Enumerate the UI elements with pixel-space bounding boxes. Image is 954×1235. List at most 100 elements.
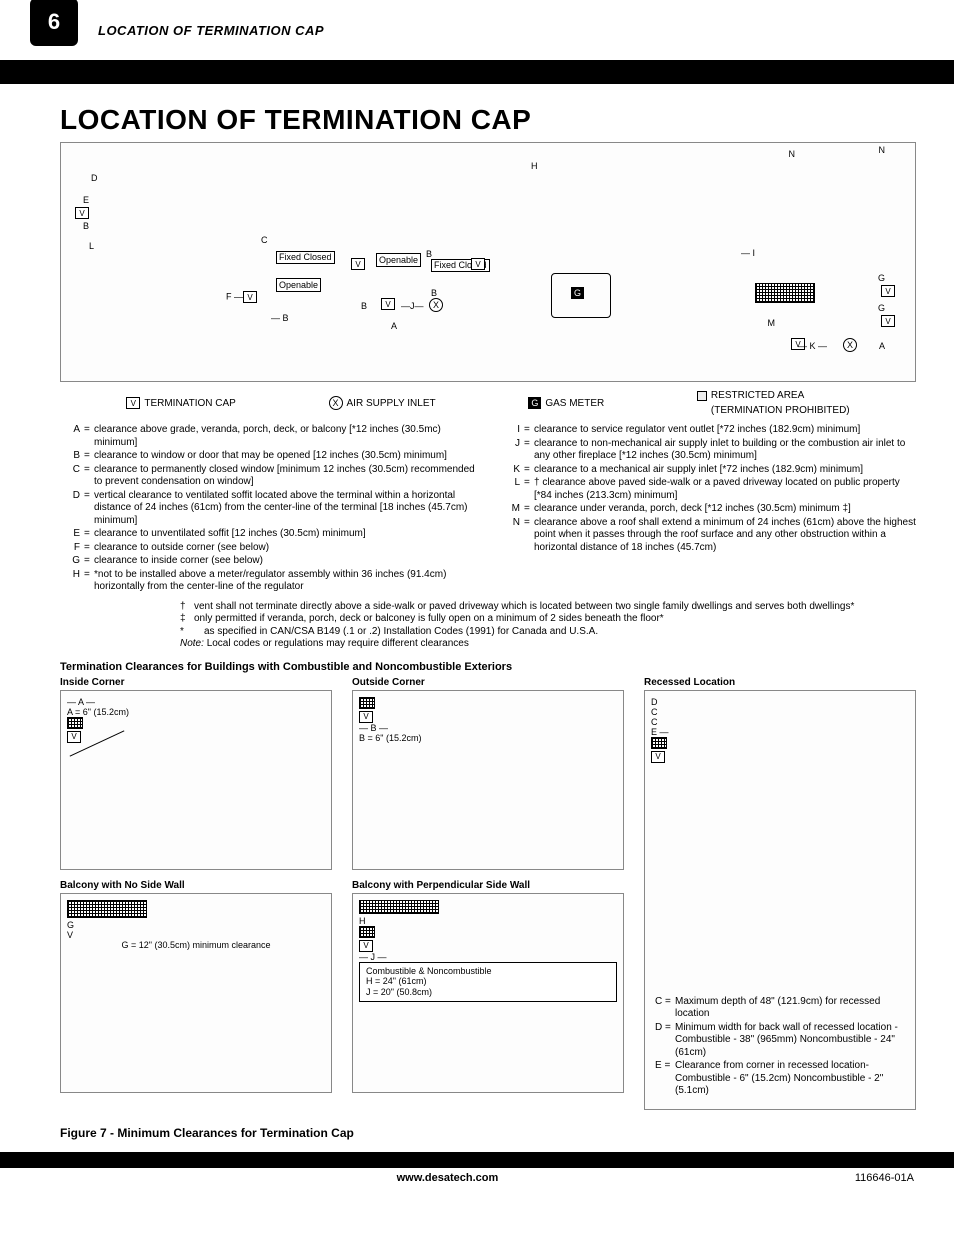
- recessed-notes: C =Maximum depth of 48" (121.9cm) for re…: [655, 996, 905, 1099]
- recessed-d: D: [651, 697, 909, 707]
- vcap-5: V: [881, 285, 895, 297]
- inside-a: — A —: [67, 697, 325, 707]
- outside-v: V: [359, 711, 617, 723]
- label-b3: B: [426, 249, 432, 259]
- balcony-no-title: Balcony with No Side Wall: [60, 880, 332, 891]
- recessed-note-row: C =Maximum depth of 48" (121.9cm) for re…: [655, 996, 905, 1021]
- def-row: A=clearance above grade, veranda, porch,…: [60, 424, 476, 449]
- def-row: I=clearance to service regulator vent ou…: [500, 424, 916, 437]
- balcony-no-v: V: [67, 930, 325, 940]
- perp-info-box: Combustible & Noncombustible H = 24" (61…: [359, 962, 617, 1002]
- label-l: L: [89, 241, 94, 251]
- vcap-1: V: [75, 207, 89, 219]
- inside-corner-title: Inside Corner: [60, 677, 332, 688]
- outside-grid: [359, 697, 617, 711]
- vcap-6: V: [881, 315, 895, 327]
- label-i: — I: [741, 248, 755, 258]
- perp-v: V: [359, 940, 617, 952]
- perp-rail: [359, 900, 617, 916]
- defs-right: I=clearance to service regulator vent ou…: [500, 424, 916, 595]
- balcony-perp-diagram: H V — J — Combustible & Noncombustible H…: [352, 893, 624, 1093]
- outside-b: — B —: [359, 723, 617, 733]
- section-subtitle: Termination Clearances for Buildings wit…: [60, 661, 916, 673]
- page: 6 LOCATION OF TERMINATION CAP LOCATION O…: [0, 0, 954, 1204]
- page-number: 6: [30, 0, 78, 46]
- def-row: C=clearance to permanently closed window…: [60, 464, 476, 489]
- panel-col-2: Outside Corner V — B — B = 6" (15.2cm) B…: [352, 677, 624, 1120]
- balcony-no-g-text: G = 12" (30.5cm) minimum clearance: [67, 940, 325, 950]
- label-b5: B: [361, 301, 367, 311]
- def-row: K=clearance to a mechanical air supply i…: [500, 464, 916, 477]
- footer-doc-id: 116646-01A: [855, 1172, 914, 1184]
- legend-gas-meter: G GAS METER: [528, 397, 604, 409]
- def-row: E=clearance to unventilated soffit [12 i…: [60, 528, 476, 541]
- def-row: J=clearance to non-mechanical air supply…: [500, 438, 916, 463]
- recessed-v: V: [651, 751, 909, 763]
- def-row: B=clearance to window or door that may b…: [60, 450, 476, 463]
- balcony-no-diagram: G V G = 12" (30.5cm) minimum clearance: [60, 893, 332, 1093]
- meter-shape: [551, 273, 611, 318]
- inside-corner-diagram: — A — A = 6" (15.2cm) V: [60, 690, 332, 870]
- label-b1: B: [83, 221, 89, 231]
- label-j: —J—: [401, 301, 424, 311]
- def-row: N=clearance above a roof shall extend a …: [500, 517, 916, 555]
- perp-grid: [359, 926, 617, 940]
- recessed-note-row: D =Minimum width for back wall of recess…: [655, 1022, 905, 1060]
- footer-url: www.desatech.com: [397, 1172, 499, 1184]
- outside-corner-title: Outside Corner: [352, 677, 624, 688]
- footer-band: [0, 1152, 954, 1168]
- footnotes: †vent shall not terminate directly above…: [180, 601, 916, 651]
- legend-termination: V TERMINATION CAP: [126, 397, 235, 409]
- label-b2: — B: [271, 313, 289, 323]
- def-row: G=clearance to inside corner (see below): [60, 555, 476, 568]
- xcirc-1: X: [429, 298, 443, 312]
- balcony-grid: [755, 283, 815, 305]
- outside-corner-diagram: V — B — B = 6" (15.2cm): [352, 690, 624, 870]
- inside-grid: [67, 717, 325, 731]
- label-a: A: [391, 321, 397, 331]
- panels-row: Inside Corner — A — A = 6" (15.2cm) V Ba…: [60, 677, 916, 1120]
- label-e: E: [83, 195, 89, 205]
- main-diagram: D E V B L C Fixed Closed Openable F —V —…: [60, 142, 916, 382]
- panel-col-1: Inside Corner — A — A = 6" (15.2cm) V Ba…: [60, 677, 332, 1120]
- def-row: H=*not to be installed above a meter/reg…: [60, 569, 476, 594]
- legend-row: V TERMINATION CAP X AIR SUPPLY INLET G G…: [60, 386, 916, 420]
- content: LOCATION OF TERMINATION CAP D E V B L C …: [0, 84, 954, 1150]
- label-b4: B: [431, 288, 437, 298]
- defs-left: A=clearance above grade, veranda, porch,…: [60, 424, 476, 595]
- page-title: LOCATION OF TERMINATION CAP: [60, 104, 916, 136]
- balcony-no-g: G: [67, 920, 325, 930]
- header-label: LOCATION OF TERMINATION CAP: [98, 23, 324, 38]
- label-c: C: [261, 235, 268, 245]
- inside-v: V: [67, 731, 325, 743]
- recessed-e: E —: [651, 727, 909, 737]
- label-g-r2: G: [878, 303, 885, 313]
- xcirc-2: X: [843, 338, 857, 352]
- openable-2: Openable: [376, 253, 421, 267]
- definitions: A=clearance above grade, veranda, porch,…: [60, 424, 916, 595]
- balcony-perp-title: Balcony with Perpendicular Side Wall: [352, 880, 624, 891]
- recessed-grid: [651, 737, 909, 751]
- recessed-note-row: E =Clearance from corner in recessed loc…: [655, 1060, 905, 1098]
- top-bar: 6 LOCATION OF TERMINATION CAP: [0, 0, 954, 60]
- balcony-no-rail: [67, 900, 325, 920]
- label-h: H: [531, 161, 538, 171]
- label-f: F —V: [226, 291, 257, 303]
- label-a-r: A: [879, 341, 885, 351]
- def-row: L=† clearance above paved side-walk or a…: [500, 477, 916, 502]
- vcap-4: V: [381, 298, 395, 310]
- perp-h: H: [359, 916, 617, 926]
- header-band: [0, 60, 954, 84]
- recessed-c1: C: [651, 707, 909, 717]
- label-n1: N: [789, 149, 796, 159]
- recessed-title: Recessed Location: [644, 677, 916, 688]
- def-row: M=clearance under veranda, porch, deck […: [500, 503, 916, 516]
- label-k: — K —: [798, 341, 827, 351]
- label-g-r: G: [878, 273, 885, 283]
- def-row: D=vertical clearance to ventilated soffi…: [60, 490, 476, 528]
- footer-row: www.desatech.com 116646-01A: [0, 1168, 954, 1204]
- label-d: D: [91, 173, 98, 183]
- def-row: F=clearance to outside corner (see below…: [60, 542, 476, 555]
- recessed-c2: C: [651, 717, 909, 727]
- outside-b-text: B = 6" (15.2cm): [359, 733, 617, 743]
